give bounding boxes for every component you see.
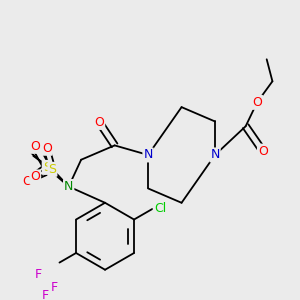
Text: N: N bbox=[143, 148, 153, 161]
Text: S: S bbox=[48, 163, 56, 176]
Text: O: O bbox=[42, 142, 52, 155]
Text: S: S bbox=[43, 161, 51, 174]
Text: O: O bbox=[94, 116, 104, 129]
Text: O: O bbox=[22, 175, 32, 188]
Text: Cl: Cl bbox=[154, 202, 166, 215]
Text: N: N bbox=[210, 148, 220, 161]
Text: F: F bbox=[42, 289, 49, 300]
Text: O: O bbox=[252, 96, 262, 109]
Text: O: O bbox=[258, 145, 268, 158]
Text: F: F bbox=[35, 268, 42, 281]
Text: N: N bbox=[64, 180, 74, 193]
Text: O: O bbox=[30, 140, 40, 153]
Text: O: O bbox=[30, 170, 40, 184]
Text: F: F bbox=[51, 281, 58, 294]
